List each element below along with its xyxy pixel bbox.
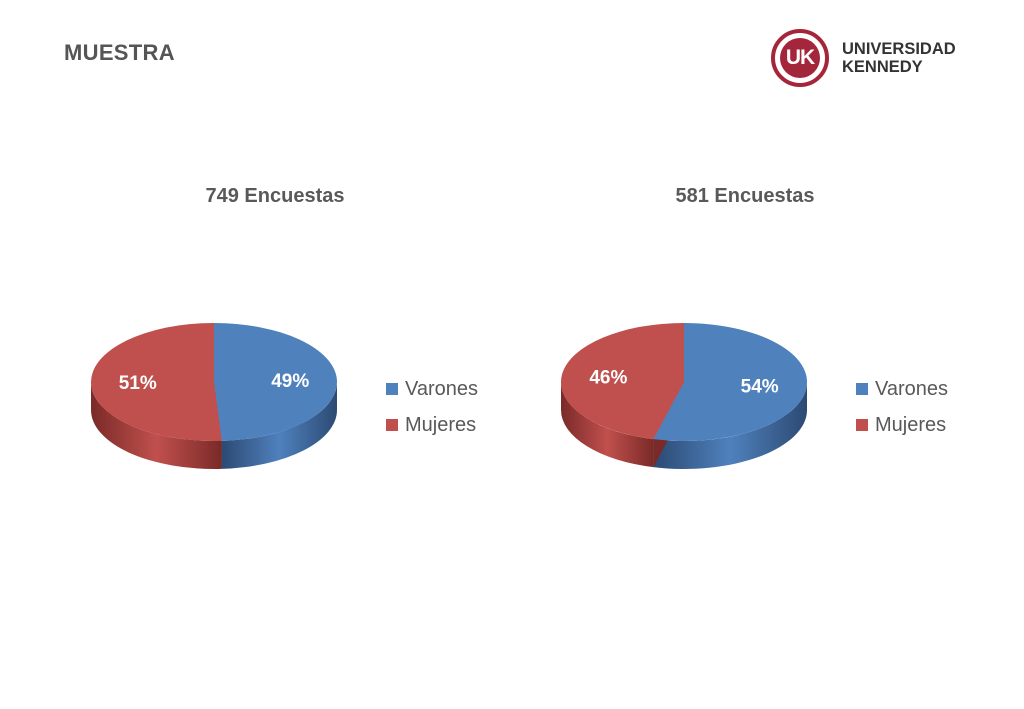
pie-chart-2: 581 Encuestas 54% 46% Varones Mujeres	[510, 175, 990, 495]
pie-slice-varones	[653, 323, 808, 441]
chart-title: 581 Encuestas	[675, 185, 815, 207]
pie-side-varones	[221, 382, 337, 469]
pie-side-mujeres	[561, 382, 654, 468]
page-title: MUESTRA	[64, 40, 175, 65]
logo-line-2: KENNEDY	[842, 58, 923, 76]
university-logo: UK UNIVERSIDAD KENNEDY	[771, 29, 971, 89]
pie-chart-1: 749 Encuestas 49% 51% Varones Mujeres	[40, 175, 520, 495]
logo-mark: UK	[780, 38, 820, 78]
pie-slice-mujeres	[90, 323, 222, 442]
legend-swatch-varones	[856, 383, 868, 395]
pie-plot: 49% 51%	[90, 323, 337, 469]
legend-label: Mujeres	[405, 413, 477, 436]
logo-emblem-icon: UK	[771, 29, 829, 87]
legend-label: Varones	[405, 377, 479, 400]
legend-item-varones: Varones	[856, 371, 948, 407]
legend-swatch-mujeres	[386, 419, 398, 431]
pie-side-mujeres	[91, 382, 222, 469]
chart-title: 749 Encuestas	[205, 185, 345, 207]
legend-item-mujeres: Mujeres	[386, 407, 478, 443]
chart-legend: Varones Mujeres	[856, 371, 948, 443]
chart-legend: Varones Mujeres	[386, 371, 478, 443]
pie-data-label: 51%	[119, 373, 157, 394]
pie-data-label: 54%	[741, 377, 779, 398]
pie-side-varones	[653, 382, 807, 469]
pie-slice-mujeres	[561, 323, 684, 440]
logo-line-1: UNIVERSIDAD	[842, 40, 956, 58]
pie-slice-varones	[214, 323, 337, 441]
pie-data-label: 46%	[589, 367, 627, 388]
legend-label: Varones	[875, 377, 949, 400]
legend-swatch-mujeres	[856, 419, 868, 431]
legend-item-varones: Varones	[386, 371, 478, 407]
legend-item-mujeres: Mujeres	[856, 407, 948, 443]
pie-plot: 54% 46%	[561, 323, 808, 469]
legend-swatch-varones	[386, 383, 398, 395]
pie-data-label: 49%	[271, 371, 309, 392]
logo-text: UNIVERSIDAD KENNEDY	[842, 40, 956, 76]
legend-label: Mujeres	[875, 413, 947, 436]
